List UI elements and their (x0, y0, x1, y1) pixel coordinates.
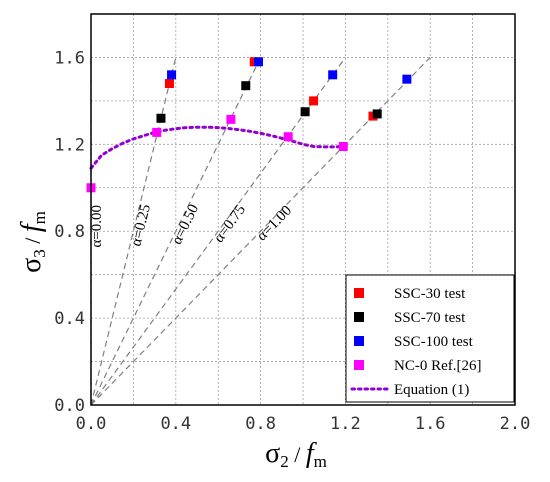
point-marker (309, 96, 319, 106)
point-marker (152, 127, 162, 137)
legend-label: NC-0 Ref.[26] (394, 358, 481, 374)
alpha-label: α=1.00 (254, 203, 295, 245)
legend-marker (354, 336, 364, 346)
y-tick-label: 0.8 (54, 222, 85, 242)
alpha-label: α=0.00 (89, 205, 105, 248)
alpha-line (90, 57, 346, 406)
point-marker (338, 142, 348, 152)
point-marker (300, 107, 310, 117)
point-marker (402, 74, 412, 84)
legend-marker (354, 312, 364, 322)
data-points (86, 57, 412, 193)
point-marker (167, 70, 177, 80)
tick-labels: 0.0 0.4 0.8 1.2 1.6 2.0 0.0 0.4 0.8 1.2 1.6 (54, 48, 530, 434)
alpha-label: α=0.75 (211, 202, 249, 246)
legend: SSC-30 test SSC-70 test SSC-100 test NC-0 R… (345, 274, 515, 403)
x-tick-label: 0.4 (160, 414, 191, 434)
point-marker (226, 114, 236, 124)
point-marker (253, 57, 263, 67)
point-marker (328, 70, 338, 80)
equation-curve-line (89, 125, 345, 170)
legend-label: SSC-70 test (394, 310, 466, 326)
point-marker (372, 109, 382, 119)
alpha-label: α=0.50 (169, 202, 202, 247)
alpha-label: α=0.25 (128, 203, 154, 248)
legend-label: SSC-100 test (394, 334, 474, 350)
point-marker (156, 113, 166, 123)
point-marker (283, 132, 293, 142)
point-marker (241, 81, 251, 91)
legend-marker (354, 360, 364, 370)
x-tick-label: 2.0 (500, 414, 531, 434)
y-tick-label: 0.0 (54, 396, 85, 416)
plot-frame (90, 13, 516, 406)
y-tick-label: 1.2 (54, 135, 85, 155)
y-tick-label: 0.4 (54, 309, 85, 329)
legend-label: Equation (1) (394, 382, 469, 398)
x-tick-label: 1.6 (415, 414, 446, 434)
x-axis-label: σ2 / fm (265, 438, 327, 471)
point-marker (164, 79, 174, 89)
alpha-labels: α=0.00 α=0.25 α=0.50 α=0.75 α=1.00 (89, 202, 295, 248)
x-tick-label: 0.8 (245, 414, 276, 434)
y-axis-label: σ3 / fm (16, 211, 49, 273)
legend-box (345, 274, 515, 403)
y-tick-label: 1.6 (54, 48, 85, 68)
x-tick-label: 0.0 (76, 414, 107, 434)
legend-label: SSC-30 test (394, 286, 466, 302)
equation-curve (89, 125, 345, 170)
x-tick-label: 1.2 (330, 414, 361, 434)
legend-marker (354, 288, 364, 298)
